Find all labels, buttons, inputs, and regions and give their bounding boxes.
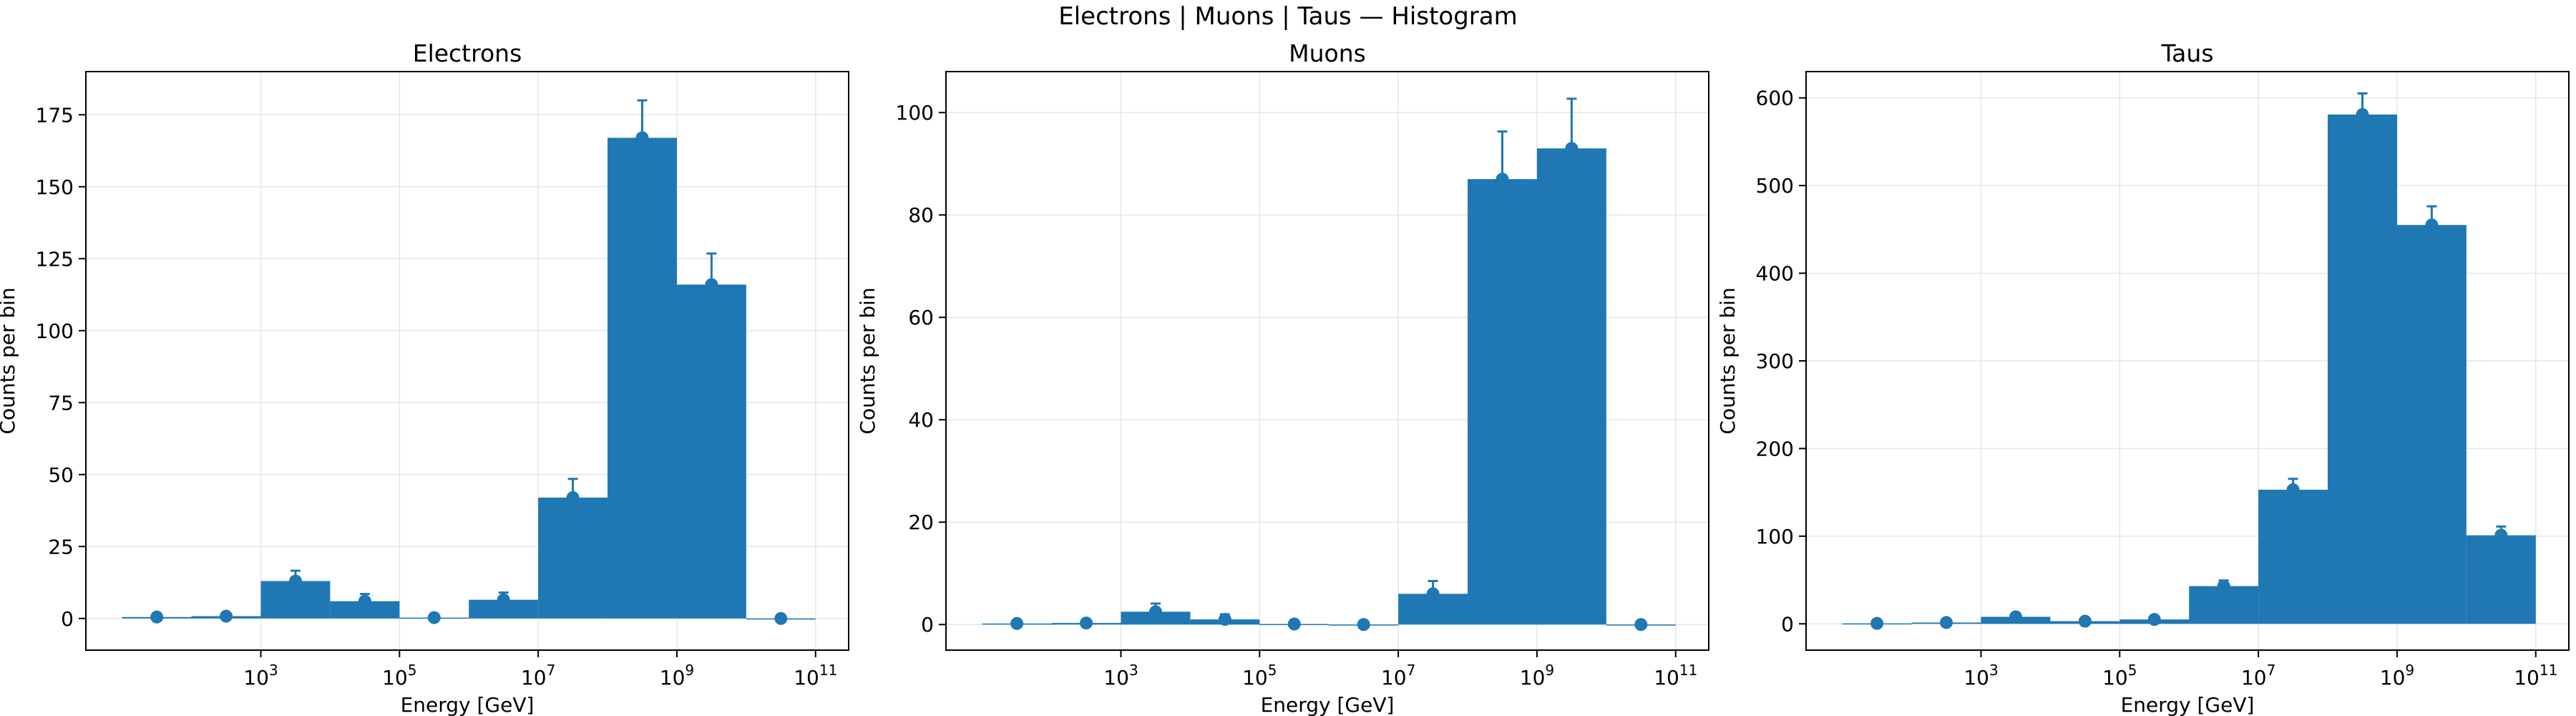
data-point (2425, 218, 2439, 232)
y-tick-label: 0 (921, 613, 934, 637)
histogram-bar (608, 137, 677, 619)
data-point (1634, 618, 1648, 632)
data-point (2356, 107, 2369, 121)
x-tick-label: 107 (1381, 662, 1415, 690)
data-point (1218, 613, 1231, 626)
data-point (2078, 614, 2092, 628)
x-tick-label: 109 (2380, 662, 2414, 690)
data-point (2494, 528, 2508, 542)
histogram-bar (676, 284, 746, 619)
data-point (1287, 617, 1301, 631)
y-tick-label: 0 (61, 607, 74, 631)
data-point (635, 131, 649, 145)
data-point (220, 609, 233, 623)
figure-title: Electrons | Muons | Taus — Histogram (1058, 2, 1518, 31)
panel-title: Electrons (413, 39, 522, 67)
data-point (1357, 618, 1370, 632)
y-tick-label: 80 (908, 203, 934, 227)
x-tick-label: 107 (521, 662, 555, 690)
x-tick-label: 105 (2102, 662, 2137, 690)
plot-area (1842, 92, 2536, 630)
y-tick-label: 125 (36, 247, 74, 271)
x-tick-label: 103 (1103, 662, 1138, 690)
y-axis-label: Counts per bin (856, 287, 879, 434)
y-tick-label: 100 (36, 319, 74, 343)
panel-title: Muons (1289, 39, 1366, 67)
data-point (150, 610, 164, 624)
data-point (2147, 613, 2161, 626)
histogram-bar (2328, 114, 2397, 624)
y-tick-label: 0 (1781, 612, 1794, 636)
panel-title: Taus (2160, 39, 2213, 67)
y-tick-label: 600 (1756, 87, 1794, 110)
x-tick-label: 103 (1963, 662, 1998, 690)
histogram-bar (1468, 179, 1537, 625)
data-point (705, 278, 718, 291)
panel-taus: 103 105 107 109 1011 0 100 200 300 400 500 600 Taus E… (1716, 39, 2570, 716)
data-point (358, 594, 371, 608)
data-point (1870, 616, 1884, 630)
x-tick-label: 103 (243, 662, 278, 690)
x-axis-label: Energy [GeV] (2121, 693, 2255, 716)
x-tick-label: 105 (382, 662, 416, 690)
x-tick-label: 1011 (794, 662, 837, 690)
plot-area (982, 97, 1676, 632)
x-axis-label: Energy [GeV] (1261, 693, 1395, 716)
histogram-bar (538, 497, 608, 619)
y-tick-label: 25 (48, 535, 74, 558)
data-point (1148, 605, 1162, 619)
y-tick-label: 175 (36, 103, 74, 127)
data-point (1496, 173, 1509, 186)
histogram-bar (2466, 535, 2536, 624)
axes-frame (945, 71, 1709, 651)
data-point (1940, 616, 1953, 629)
x-axis-label: Energy [GeV] (401, 693, 535, 716)
data-point (427, 611, 441, 624)
histogram-bar (2396, 225, 2467, 624)
y-tick-label: 50 (48, 463, 74, 487)
histogram-bar (1536, 148, 1606, 625)
data-point (566, 490, 580, 504)
y-tick-label: 500 (1756, 174, 1794, 198)
x-tick-label: 109 (1520, 662, 1554, 690)
data-point (1010, 616, 1024, 630)
x-tick-label: 105 (1242, 662, 1277, 690)
panel-muons: 103 105 107 109 1011 0 20 40 60 80 100 Muons Energy … (856, 39, 1709, 716)
y-axis-label: Counts per bin (1716, 287, 1740, 434)
data-point (1080, 616, 1093, 630)
y-tick-label: 100 (896, 101, 934, 125)
y-tick-label: 60 (908, 306, 934, 329)
y-tick-label: 300 (1756, 349, 1794, 373)
y-tick-label: 400 (1756, 262, 1794, 286)
data-point (2009, 610, 2022, 624)
plot-area (122, 99, 816, 625)
y-tick-label: 200 (1756, 437, 1794, 460)
data-point (497, 593, 510, 606)
y-tick-label: 150 (36, 175, 74, 199)
x-tick-label: 109 (660, 662, 694, 690)
data-point (1426, 587, 1440, 601)
axes-frame (85, 71, 849, 651)
y-tick-label: 20 (908, 511, 934, 534)
y-tick-label: 100 (1756, 525, 1794, 548)
x-tick-label: 107 (2241, 662, 2275, 690)
x-tick-label: 1011 (2514, 662, 2557, 690)
x-tick-label: 1011 (1654, 662, 1697, 690)
y-tick-label: 40 (908, 408, 934, 432)
data-point (2286, 483, 2300, 496)
y-axis-label: Counts per bin (0, 287, 19, 434)
data-point (2217, 579, 2230, 593)
data-point (1565, 142, 1579, 155)
y-tick-label: 75 (48, 391, 74, 415)
panel-electrons: 103 105 107 109 1011 0 25 50 75 100 125 150 175 Elect… (0, 39, 849, 716)
histogram-bar (2258, 489, 2328, 624)
data-point (288, 574, 302, 588)
data-point (774, 611, 788, 625)
